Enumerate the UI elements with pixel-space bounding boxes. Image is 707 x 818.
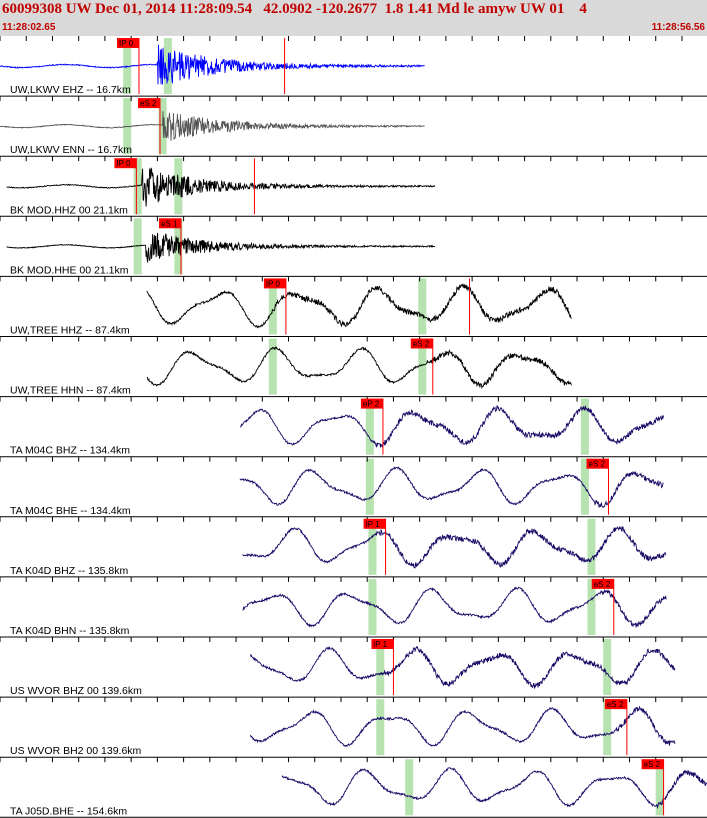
event-title: 60099308 UW Dec 01, 2014 11:28:09.54 42.… (2, 1, 587, 17)
waveform (0, 111, 425, 141)
pick-label: eS 2 (413, 340, 430, 349)
waveform (0, 44, 425, 85)
waveform (281, 766, 707, 810)
pick-box (604, 699, 627, 710)
pick-window (587, 578, 596, 635)
pick-box (114, 158, 137, 169)
trace-label: TA J05D.BHE -- 154.6km (10, 805, 127, 817)
pick-label: IP 1 (366, 520, 381, 529)
pick-window (603, 639, 612, 696)
pick-label: IP 0 (266, 279, 281, 288)
pick-window (368, 518, 377, 575)
trace-label: TA K04D BHN -- 135.8km (10, 625, 130, 637)
trace-label: BK MOD.HHZ 00 21.1km (10, 204, 128, 216)
trace-label: UW,LKWV EHZ -- 16.7km (10, 84, 131, 96)
pick-box (158, 218, 181, 229)
pick-window (365, 398, 374, 455)
pick-window (376, 639, 385, 696)
trace-label: TA M04C BHE -- 134.4km (10, 505, 131, 517)
pick-box (117, 38, 140, 48)
pick-box (586, 458, 609, 469)
pick-box (137, 98, 160, 109)
pick-window (365, 458, 374, 515)
pick-window (268, 278, 277, 335)
pick-label: eS 1 (161, 219, 178, 228)
pick-label: eP 2 (363, 400, 380, 409)
seismogram-plot: IP 0 UW,LKWV EHZ -- 16.7km eS 2 UW,LKWV ENN… (0, 36, 707, 818)
pick-window (368, 578, 377, 635)
pick-window (418, 338, 427, 395)
waveform (242, 525, 667, 569)
trace-label: TA M04C BHZ -- 134.4km (10, 445, 130, 457)
pick-window (133, 218, 142, 275)
waveform (250, 645, 676, 689)
pick-window (580, 398, 589, 455)
start-time: 11:28:02.65 (2, 22, 56, 33)
pick-label: iP 1 (373, 640, 387, 649)
end-time: 11:28:56.56 (651, 22, 705, 33)
pick-label: eS 2 (594, 580, 611, 589)
pick-label: eS 2 (140, 99, 157, 108)
pick-label: eS 2 (589, 460, 606, 469)
pick-box (263, 278, 286, 289)
event-header: 60099308 UW Dec 01, 2014 11:28:09.54 42.… (0, 0, 707, 36)
waveform (146, 346, 572, 389)
waveform (250, 705, 676, 748)
pick-label: IP 0 (116, 159, 131, 168)
pick-label: IP 0 (119, 39, 134, 48)
pick-box (591, 578, 614, 589)
pick-window (133, 158, 142, 215)
pick-window (268, 338, 277, 395)
pick-window (376, 699, 385, 756)
pick-box (641, 759, 664, 770)
pick-box (371, 639, 394, 649)
waveform (6, 232, 436, 263)
trace-label: TA K04D BHZ -- 135.8km (10, 565, 129, 577)
trace-label: UW,TREE HHZ -- 87.4km (10, 325, 130, 337)
pick-label: eS 2 (644, 760, 661, 769)
pick-window (587, 518, 596, 575)
pick-window (418, 278, 427, 335)
pick-box (410, 338, 433, 349)
waveform (146, 283, 572, 329)
pick-box (360, 398, 383, 409)
pick-window (158, 98, 167, 155)
waveform (239, 405, 664, 448)
trace-label: US WVOR BH2 00 139.6km (10, 745, 142, 757)
pick-window (655, 759, 664, 816)
trace-label: BK MOD.HHE 00 21.1km (10, 264, 129, 276)
trace-label: UW,LKWV ENN -- 16.7km (10, 144, 132, 156)
trace-label: US WVOR BHZ 00 139.6km (10, 685, 142, 697)
pick-window (603, 699, 612, 756)
pick-label: eS 2 (607, 700, 624, 709)
waveform (242, 586, 667, 628)
waveform (239, 466, 664, 509)
trace-label: UW,TREE HHN -- 87.4km (10, 385, 131, 397)
pick-window (405, 759, 414, 816)
waveform (6, 167, 436, 207)
pick-box (363, 518, 386, 529)
